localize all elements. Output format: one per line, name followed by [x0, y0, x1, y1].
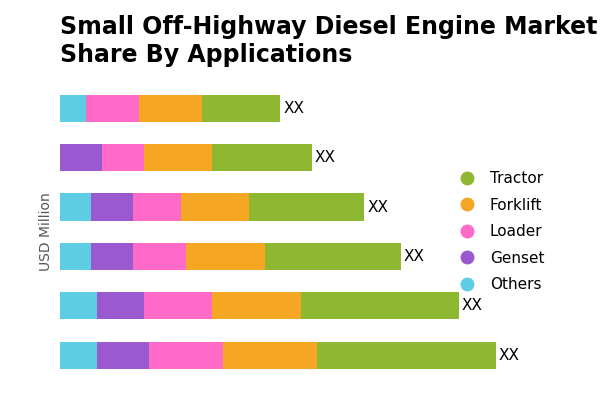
Bar: [249, 194, 364, 221]
Bar: [317, 342, 496, 369]
Bar: [97, 292, 144, 320]
Bar: [133, 194, 181, 221]
Bar: [133, 243, 186, 270]
Bar: [212, 292, 301, 320]
Bar: [60, 243, 91, 270]
Bar: [60, 144, 102, 171]
Bar: [139, 94, 202, 122]
Bar: [60, 292, 97, 320]
Text: XX: XX: [314, 150, 335, 165]
Legend: Tractor, Forklift, Loader, Genset, Others: Tractor, Forklift, Loader, Genset, Other…: [446, 165, 551, 298]
Bar: [301, 292, 459, 320]
Bar: [149, 342, 223, 369]
Bar: [223, 342, 317, 369]
Text: XX: XX: [283, 101, 304, 116]
Bar: [202, 94, 280, 122]
Bar: [91, 194, 133, 221]
Bar: [91, 243, 133, 270]
Text: XX: XX: [461, 298, 482, 313]
Bar: [144, 144, 212, 171]
Bar: [181, 194, 249, 221]
Text: XX: XX: [404, 249, 425, 264]
Bar: [86, 94, 139, 122]
Y-axis label: USD Million: USD Million: [39, 192, 53, 271]
Bar: [212, 144, 312, 171]
Bar: [60, 342, 97, 369]
Bar: [97, 342, 149, 369]
Bar: [265, 243, 401, 270]
Text: XX: XX: [367, 200, 388, 214]
Bar: [60, 194, 91, 221]
Bar: [186, 243, 265, 270]
Text: XX: XX: [499, 348, 520, 363]
Title: Small Off-Highway Diesel Engine Market
Share By Applications: Small Off-Highway Diesel Engine Market S…: [60, 15, 598, 67]
Bar: [144, 292, 212, 320]
Bar: [60, 94, 86, 122]
Bar: [102, 144, 144, 171]
